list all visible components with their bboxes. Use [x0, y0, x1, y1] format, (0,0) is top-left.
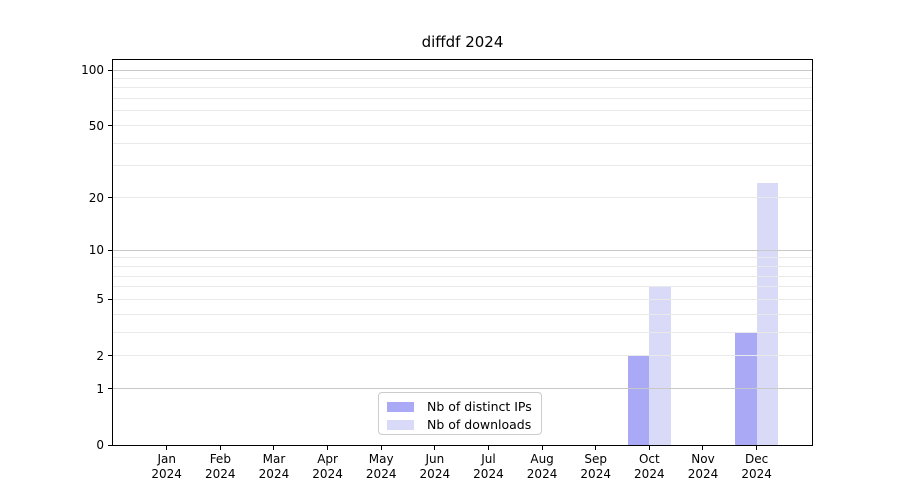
minor-gridline-9: [113, 257, 812, 259]
x-tick-label-aug-2024: Aug 2024: [510, 452, 574, 482]
x-tick-label-apr-2024: Apr 2024: [296, 452, 360, 482]
x-tick-label-may-2024: May 2024: [349, 452, 413, 482]
x-label-year: 2024: [205, 467, 236, 481]
minor-gridline-7: [113, 275, 812, 277]
bar-nb-of-distinct-ips-oct-2024: [627, 355, 650, 445]
y-tick-2: [108, 355, 113, 357]
y-tick-1: [108, 388, 113, 390]
minor-gridline-70: [113, 98, 812, 100]
x-tick-aug-2024: [541, 446, 543, 450]
legend: Nb of distinct IPs Nb of downloads: [378, 392, 542, 435]
y-tick-label-100: 100: [81, 63, 104, 77]
minor-gridline-30: [113, 165, 812, 167]
x-tick-label-oct-2024: Oct 2024: [617, 452, 681, 482]
x-label-year: 2024: [151, 467, 182, 481]
x-label-month: Jul: [481, 452, 496, 466]
x-tick-mar-2024: [273, 446, 275, 450]
minor-gridline-5: [113, 298, 812, 300]
minor-gridline-2: [113, 355, 812, 357]
x-label-year: 2024: [473, 467, 504, 481]
x-tick-label-jul-2024: Jul 2024: [456, 452, 520, 482]
minor-gridline-4: [113, 313, 812, 315]
y-tick-label-0: 0: [96, 438, 104, 452]
x-label-month: Apr: [317, 452, 338, 466]
major-gridline-100: [113, 69, 812, 71]
x-tick-label-sep-2024: Sep 2024: [564, 452, 628, 482]
minor-gridline-80: [113, 87, 812, 89]
x-label-month: Aug: [530, 452, 554, 466]
minor-gridline-8: [113, 265, 812, 267]
y-tick-label-1: 1: [96, 381, 104, 396]
x-label-month: Nov: [691, 452, 715, 466]
y-tick-0: [108, 444, 113, 446]
major-gridline-1: [113, 388, 812, 390]
gridlines: [113, 60, 812, 445]
x-tick-feb-2024: [219, 446, 221, 450]
x-tick-label-dec-2024: Dec 2024: [725, 452, 789, 482]
x-tick-apr-2024: [327, 446, 329, 450]
y-tick-10: [108, 249, 113, 251]
x-tick-jul-2024: [487, 446, 489, 450]
y-tick-5: [108, 298, 113, 300]
legend-label-distinct-ips: Nb of distinct IPs: [427, 399, 532, 414]
y-tick-label-50: 50: [88, 118, 104, 133]
x-label-year: 2024: [634, 467, 665, 481]
y-tick-label-20: 20: [88, 190, 104, 205]
x-tick-label-feb-2024: Feb 2024: [188, 452, 252, 482]
x-label-year: 2024: [419, 467, 451, 481]
x-tick-oct-2024: [648, 446, 650, 450]
legend-label-downloads: Nb of downloads: [427, 417, 532, 432]
major-gridline-10: [113, 249, 812, 251]
minor-gridline-50: [113, 125, 812, 127]
minor-gridline-60: [113, 110, 812, 112]
y-tick-100: [108, 69, 113, 71]
x-tick-label-nov-2024: Nov 2024: [671, 452, 735, 482]
x-label-month: Jun: [425, 452, 445, 466]
y-tick-50: [108, 125, 113, 127]
x-label-month: May: [368, 452, 394, 466]
legend-swatch-downloads: [387, 419, 414, 430]
x-label-year: 2024: [580, 467, 611, 481]
plot-area: Nb of distinct IPs Nb of downloads: [112, 59, 813, 446]
x-label-month: Jan: [157, 452, 176, 466]
legend-item-downloads: Nb of downloads: [387, 417, 541, 432]
x-tick-label-mar-2024: Mar 2024: [242, 452, 306, 482]
x-tick-label-jun-2024: Jun 2024: [403, 452, 467, 482]
x-label-month: Sep: [584, 452, 608, 466]
legend-swatch-distinct-ips: [387, 401, 414, 412]
y-tick-label-10: 10: [88, 243, 104, 258]
x-label-year: 2024: [741, 467, 772, 481]
x-tick-sep-2024: [595, 446, 597, 450]
bar-nb-of-downloads-oct-2024: [649, 286, 671, 445]
x-label-year: 2024: [312, 467, 343, 481]
x-label-year: 2024: [687, 467, 719, 481]
x-tick-jun-2024: [434, 446, 436, 450]
minor-gridline-90: [113, 77, 812, 79]
legend-item-distinct-ips: Nb of distinct IPs: [387, 399, 541, 414]
x-tick-may-2024: [380, 446, 382, 450]
x-label-year: 2024: [365, 467, 397, 481]
x-label-month: Dec: [744, 452, 769, 466]
minor-gridline-3: [113, 331, 812, 333]
y-tick-label-5: 5: [96, 292, 104, 307]
x-label-month: Mar: [262, 452, 286, 466]
x-tick-nov-2024: [702, 446, 704, 450]
x-tick-label-jan-2024: Jan 2024: [135, 452, 199, 482]
x-tick-dec-2024: [756, 446, 758, 450]
minor-gridline-40: [113, 142, 812, 144]
bars: [113, 60, 812, 445]
x-label-year: 2024: [526, 467, 558, 481]
minor-gridline-6: [113, 286, 812, 288]
chart-title: diffdf 2024: [421, 33, 504, 51]
y-tick-20: [108, 197, 113, 199]
x-label-year: 2024: [258, 467, 290, 481]
x-tick-jan-2024: [166, 446, 168, 450]
x-label-month: Feb: [209, 452, 231, 466]
minor-gridline-20: [113, 197, 812, 199]
y-tick-label-2: 2: [96, 348, 104, 363]
x-label-month: Oct: [638, 452, 660, 466]
